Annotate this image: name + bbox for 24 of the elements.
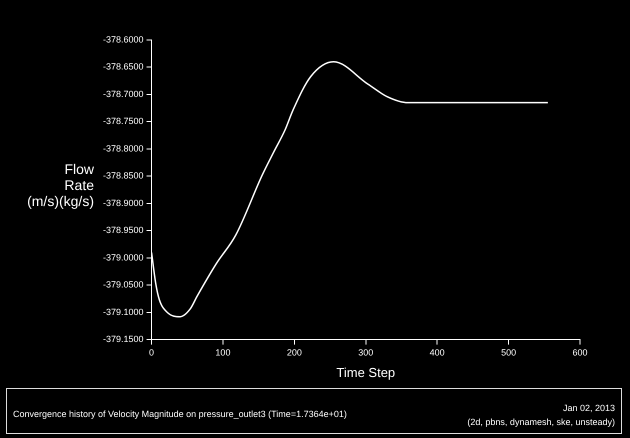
x-tick-label: 600 [572,347,588,358]
y-tick-label: -378.8500 [102,170,144,181]
y-tick-label: -378.7000 [102,88,144,99]
y-tick-label: -378.6000 [102,34,144,44]
x-tick-label: 500 [501,347,516,358]
y-tick-label: -379.1500 [102,334,144,344]
text: (2d, pbns, dynamesh, ske, unsteady) [467,417,615,427]
y-tick-label: -378.6500 [102,62,144,72]
text: Convergence history of Velocity Magnitude on pressure_outlet3 (Time=1.7364e+01) [13,409,347,419]
x-tick-label: 200 [286,347,302,358]
x-tick-label: 300 [358,347,374,358]
text: Jan 02, 2013 [562,403,615,413]
x-tick-label: 0 [149,347,154,358]
y-tick-label: -378.7500 [102,116,144,126]
y-tick-label: -378.9000 [102,198,144,208]
x-tick-label: 100 [215,347,230,358]
y-tick-label: -378.8000 [102,143,144,154]
x-tick-label: 400 [430,347,445,358]
y-tick-label: -379.0500 [102,280,144,290]
y-tick-label: -379.0000 [102,252,144,262]
x-axis-title: Time Step [336,364,396,380]
y-tick-label: -378.9500 [102,225,144,236]
y-tick-label: -379.1000 [102,306,144,317]
y-axis-title: Flow Rate (m/s)(kg/s) [27,160,95,209]
